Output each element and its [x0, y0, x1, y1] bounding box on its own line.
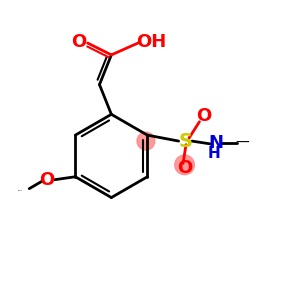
Text: —: —	[236, 136, 249, 150]
Text: OH: OH	[136, 32, 166, 50]
Text: H: H	[208, 146, 220, 161]
Circle shape	[137, 132, 155, 150]
Circle shape	[175, 155, 194, 175]
Text: O: O	[40, 171, 55, 189]
Text: O: O	[196, 107, 212, 125]
Text: O: O	[71, 32, 86, 50]
Text: O: O	[177, 159, 192, 177]
Text: S: S	[179, 132, 193, 151]
Text: methyl: methyl	[18, 190, 23, 191]
Text: N: N	[208, 134, 223, 152]
